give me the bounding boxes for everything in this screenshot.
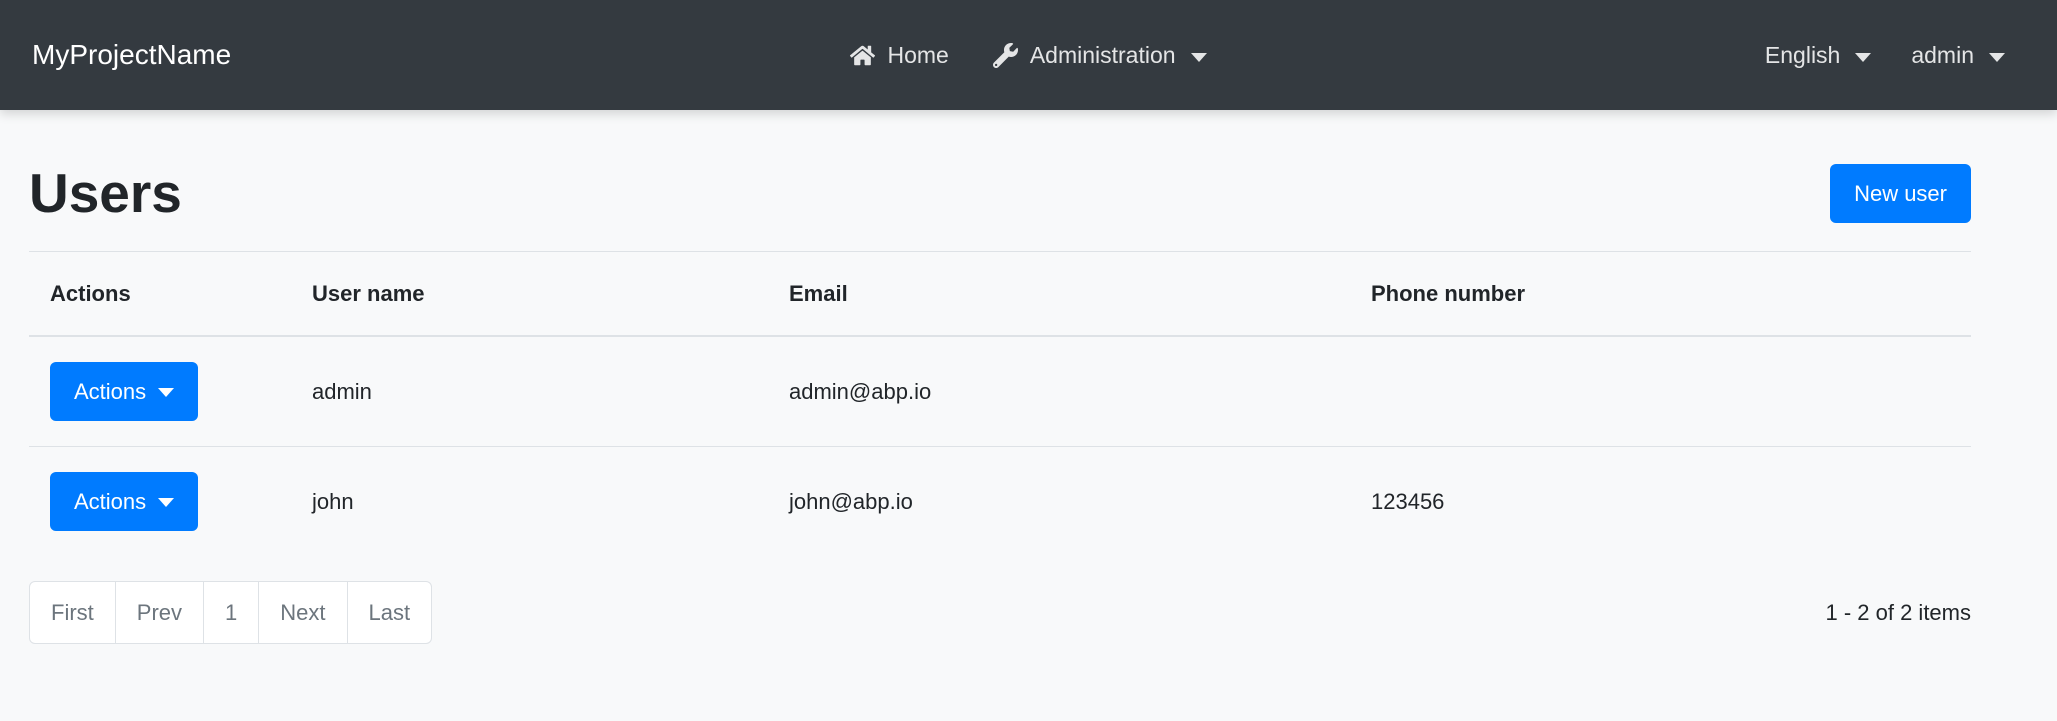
row-actions-button-label: Actions xyxy=(74,379,147,405)
chevron-down-icon xyxy=(158,388,175,398)
email-cell: john@abp.io xyxy=(768,446,1350,557)
nav-item-home-label: Home xyxy=(887,41,949,68)
user-dropdown[interactable]: admin xyxy=(1891,42,2025,69)
email-cell: admin@abp.io xyxy=(768,335,1350,447)
pagination-page-1-button[interactable]: 1 xyxy=(203,581,260,645)
table-row: Actions admin admin@abp.io xyxy=(29,335,1971,447)
nav-item-administration[interactable]: Administration xyxy=(976,42,1224,69)
column-header-email: Email xyxy=(768,251,1350,338)
actions-cell: Actions xyxy=(29,335,291,447)
wrench-icon xyxy=(992,42,1018,68)
table-header-row: Actions User name Email Phone number xyxy=(29,251,1971,338)
user-name-cell: admin xyxy=(291,335,768,447)
pagination-first-button[interactable]: First xyxy=(29,581,116,645)
actions-cell: Actions xyxy=(29,446,291,557)
items-summary: 1 - 2 of 2 items xyxy=(1825,599,1971,625)
page-header: Users New user xyxy=(29,110,1971,251)
new-user-button[interactable]: New user xyxy=(1830,164,1971,224)
pagination-prev-button[interactable]: Prev xyxy=(114,581,205,645)
page-content: Users New user Actions User name Email P… xyxy=(29,110,1971,645)
users-table: Actions User name Email Phone number Act… xyxy=(29,251,1971,557)
chevron-down-icon xyxy=(1855,52,1872,62)
pagination-next-button[interactable]: Next xyxy=(258,581,348,645)
nav-item-administration-label: Administration xyxy=(1029,41,1176,68)
navbar-right: English admin xyxy=(1224,42,2025,69)
chevron-down-icon xyxy=(1989,52,2005,62)
row-actions-button[interactable]: Actions xyxy=(50,472,199,532)
pagination-last-button[interactable]: Last xyxy=(346,581,433,645)
phone-number-cell xyxy=(1350,335,1971,447)
language-dropdown-label: English xyxy=(1764,41,1841,68)
chevron-down-icon xyxy=(158,498,175,508)
pagination: First Prev 1 Next Last xyxy=(29,581,433,645)
chevron-down-icon xyxy=(1190,52,1207,62)
row-actions-button[interactable]: Actions xyxy=(50,362,199,422)
top-navbar: MyProjectName Home Administration Englis… xyxy=(0,0,2057,110)
main-menu: Home Administration xyxy=(833,42,1223,69)
table-footer: First Prev 1 Next Last 1 - 2 of 2 items xyxy=(29,581,1971,645)
phone-number-cell: 123456 xyxy=(1350,446,1971,557)
nav-item-home[interactable]: Home xyxy=(833,42,965,69)
navbar-brand[interactable]: MyProjectName xyxy=(32,39,232,70)
table-row: Actions john john@abp.io 123456 xyxy=(29,446,1971,557)
column-header-user-name: User name xyxy=(291,251,768,338)
user-dropdown-label: admin xyxy=(1911,41,1974,68)
page-title: Users xyxy=(29,162,182,224)
column-header-actions: Actions xyxy=(29,251,291,338)
house-icon xyxy=(850,43,876,68)
user-name-cell: john xyxy=(291,446,768,557)
row-actions-button-label: Actions xyxy=(74,489,147,515)
column-header-phone-number: Phone number xyxy=(1350,251,1971,338)
language-dropdown[interactable]: English xyxy=(1745,42,1891,69)
